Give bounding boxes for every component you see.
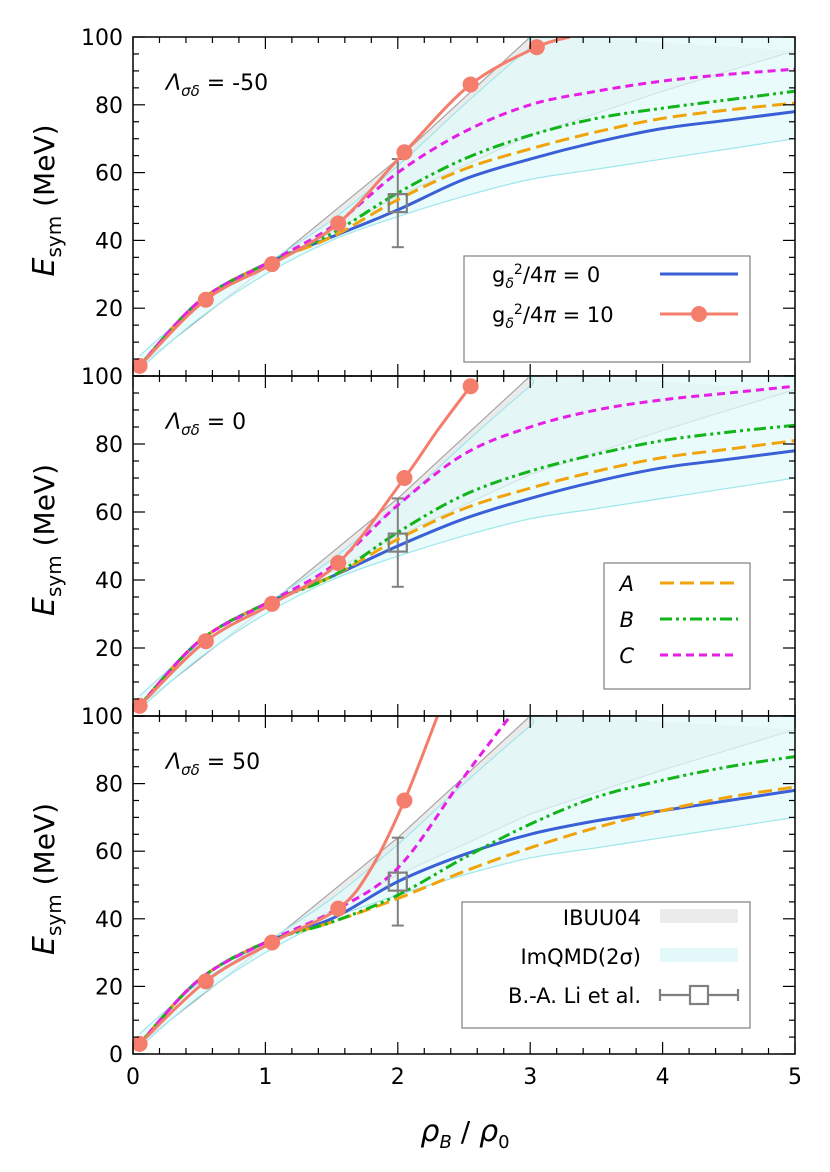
legend-label: gδ2/4π = 0 [492, 262, 600, 292]
C-line [138, 67, 795, 367]
band-imqmd-lower-edge [139, 138, 795, 370]
legend-g10-marker [691, 306, 707, 322]
band-imqmd-lower-edge [139, 816, 795, 1048]
plot-area-2 [133, 376, 795, 714]
legend-label-ibuu04: IBUU04 [563, 906, 641, 930]
band-imqmd-fill [139, 37, 795, 370]
y-tick-label: 80 [95, 773, 123, 798]
y-tick-label: 40 [95, 908, 123, 933]
y-tick-label: 100 [81, 26, 123, 51]
legend-label: gδ2/4π = 10 [492, 302, 614, 332]
legend-label-C: C [619, 644, 634, 668]
x-tick-label: 1 [258, 1065, 272, 1090]
y-tick-label: 80 [95, 94, 123, 119]
y-tick-label: 80 [95, 433, 123, 458]
ticks [132, 36, 796, 377]
x-tick-label: 4 [656, 1065, 670, 1090]
A-line [138, 439, 795, 707]
A-line [138, 101, 795, 367]
li-data-point [387, 871, 408, 892]
x-tick-label: 2 [391, 1065, 405, 1090]
band-imqmd-fill [139, 376, 795, 710]
y-tick-label: 20 [95, 297, 123, 322]
legend-g-delta: gδ2/4π = 0 gδ2/4π = 10 [463, 255, 751, 363]
y-tick-label: 40 [95, 569, 123, 594]
g10-marker [396, 470, 413, 486]
plot-area-1 [133, 37, 795, 374]
B-line [138, 423, 795, 707]
g10-marker [330, 555, 347, 571]
g10-marker [264, 934, 281, 951]
y-tick-label: 60 [95, 840, 123, 865]
y-tick-label: 60 [95, 501, 123, 526]
y-tick-label: 20 [95, 975, 123, 1000]
g10-marker [396, 792, 413, 809]
lambda-label: Λσδ = 50 [164, 750, 260, 779]
g10-marker [133, 1035, 148, 1052]
g10-marker [197, 291, 214, 308]
panel-1: 20 40 60 80 100 Esym (MeV) Λσδ = -50 gδ2/4π = 0… [27, 26, 796, 377]
plot-area-3 [133, 716, 795, 1052]
legend-label-li: B.-A. Li et al. [508, 984, 641, 1008]
panel-3: 0 20 40 60 80 100 0 1 2 3 4 5 Esym (MeV) Λσδ = 50 IBUU… [27, 705, 802, 1090]
band-imqmd-fill [139, 716, 795, 1048]
y-tick-label: 40 [95, 229, 123, 254]
lambda-label: Λσδ = 0 [164, 410, 246, 439]
A-line [138, 785, 795, 1045]
y-tick-label: 20 [95, 637, 123, 662]
C-line [138, 384, 795, 707]
y-axis-title: Esym (MeV) [27, 803, 66, 955]
legend-imqmd-swatch [660, 948, 738, 962]
legend-label-imqmd: ImQMD(2σ) [520, 945, 641, 969]
legend-label-A: A [618, 572, 634, 596]
band-imqmd-upper-edge [139, 716, 795, 1035]
x-tick-label: 3 [523, 1065, 537, 1090]
y-axis-title: Esym (MeV) [27, 124, 66, 276]
lambda-label: Λσδ = -50 [164, 71, 268, 100]
y-tick-label: 100 [81, 365, 123, 390]
g10-marker [330, 215, 347, 232]
panel-2: 20 40 60 80 100 Esym (MeV) Λσδ = 0 ABC [27, 365, 796, 717]
x-tick-label: 0 [126, 1065, 140, 1090]
x-tick-label: 5 [788, 1065, 802, 1090]
legend-li-marker [688, 984, 710, 1006]
legend-label-B: B [620, 608, 634, 632]
legend-references: IBUU04 ImQMD(2σ) B.-A. Li et al. [461, 901, 751, 1029]
g10-marker [197, 973, 214, 990]
y-tick-label: 100 [81, 705, 123, 730]
y-tick-label: 60 [95, 162, 123, 187]
g10-marker [330, 900, 347, 917]
x-axis-title: ρB / ρ0 [420, 1114, 509, 1153]
legend-models: ABC [603, 562, 751, 690]
li-data-point [387, 193, 408, 214]
g10-marker [462, 76, 479, 93]
g10-marker [133, 357, 148, 374]
g10-marker [133, 697, 148, 714]
g10-marker [264, 256, 281, 273]
g10-marker [462, 378, 479, 395]
band-imqmd-lower-edge [139, 477, 795, 710]
y-axis-title: Esym (MeV) [27, 464, 66, 616]
ticks [132, 715, 796, 1055]
g10-marker [197, 633, 214, 650]
legend-ibuu04-swatch [660, 909, 738, 923]
g10-marker [264, 595, 281, 612]
li-data-point [387, 532, 408, 553]
g10-marker [528, 39, 545, 56]
y-tick-label: 0 [109, 1043, 123, 1068]
g10-marker [396, 144, 413, 161]
